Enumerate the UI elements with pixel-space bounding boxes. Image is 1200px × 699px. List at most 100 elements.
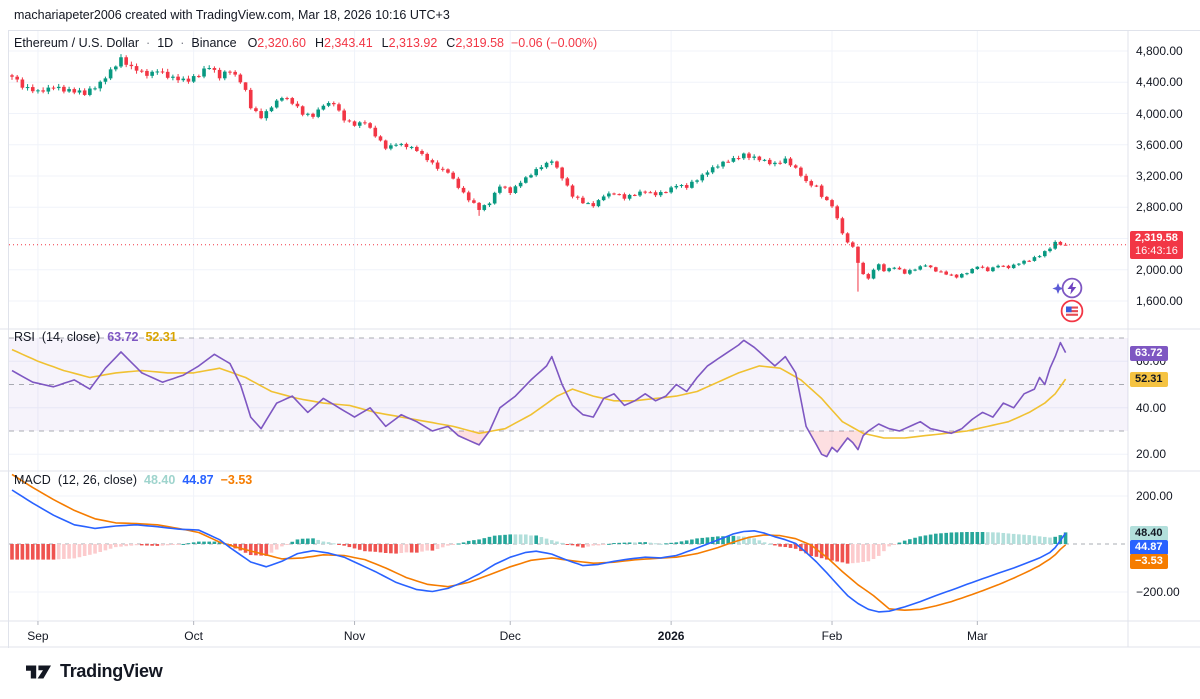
candle-body[interactable] (518, 182, 523, 187)
candle-body[interactable] (892, 267, 897, 269)
candle-body[interactable] (67, 89, 71, 92)
candle-body[interactable] (825, 196, 829, 201)
candle-body[interactable] (363, 122, 367, 124)
candle-body[interactable] (721, 161, 725, 167)
candle-body[interactable] (114, 66, 118, 70)
candle-body[interactable] (757, 156, 762, 161)
candle-body[interactable] (1058, 241, 1063, 245)
candle-body[interactable] (529, 175, 533, 178)
candle-body[interactable] (638, 191, 642, 196)
candle-body[interactable] (243, 82, 248, 90)
candle-body[interactable] (897, 267, 902, 270)
candle-body[interactable] (752, 156, 756, 158)
candle-body[interactable] (783, 158, 788, 164)
candle-body[interactable] (856, 246, 860, 263)
candle-body[interactable] (939, 271, 943, 273)
candle-body[interactable] (472, 200, 476, 203)
candle-body[interactable] (560, 167, 564, 179)
candle-body[interactable] (498, 186, 502, 193)
candle-body[interactable] (809, 181, 814, 186)
candle-body[interactable] (882, 264, 886, 272)
candle-body[interactable] (274, 100, 279, 108)
candle-body[interactable] (710, 167, 715, 173)
candle-body[interactable] (866, 274, 871, 279)
candle-body[interactable] (399, 143, 404, 145)
candle-body[interactable] (996, 265, 1000, 268)
candle-body[interactable] (119, 57, 123, 67)
candle-body[interactable] (10, 75, 14, 77)
candle-body[interactable] (20, 79, 25, 88)
candle-body[interactable] (767, 159, 772, 165)
candle-body[interactable] (534, 169, 538, 176)
candle-body[interactable] (212, 68, 217, 70)
candle-body[interactable] (404, 143, 409, 148)
candle-body[interactable] (342, 110, 346, 121)
candle-body[interactable] (36, 90, 40, 92)
candle-body[interactable] (544, 162, 549, 168)
economic-event-marker[interactable] (1050, 277, 1084, 299)
macd-title[interactable]: MACD (14, 473, 51, 487)
candle-body[interactable] (1027, 260, 1032, 262)
candle-body[interactable] (62, 86, 66, 92)
candle-body[interactable] (378, 136, 383, 141)
candle-body[interactable] (373, 127, 378, 137)
candle-body[interactable] (908, 270, 912, 274)
candle-body[interactable] (804, 175, 808, 182)
candle-body[interactable] (202, 68, 206, 77)
candle-body[interactable] (451, 172, 455, 179)
candle-body[interactable] (918, 266, 923, 270)
candle-body[interactable] (705, 172, 710, 175)
candle-body[interactable] (949, 274, 954, 276)
candle-body[interactable] (477, 202, 481, 210)
candle-body[interactable] (664, 192, 668, 194)
candle-body[interactable] (337, 104, 341, 111)
candle-body[interactable] (845, 233, 850, 243)
candle-body[interactable] (82, 90, 87, 95)
candle-body[interactable] (575, 196, 580, 198)
candle-body[interactable] (435, 162, 440, 169)
candle-body[interactable] (425, 153, 429, 161)
candle-body[interactable] (77, 90, 82, 93)
candle-body[interactable] (482, 205, 487, 210)
candle-body[interactable] (134, 66, 139, 71)
candle-body[interactable] (975, 266, 980, 269)
candle-body[interactable] (440, 168, 445, 170)
candle-body[interactable] (30, 87, 35, 92)
candle-body[interactable] (799, 167, 803, 176)
candle-body[interactable] (222, 71, 227, 79)
candle-body[interactable] (679, 185, 684, 187)
candle-body[interactable] (887, 268, 891, 272)
candle-body[interactable] (207, 68, 212, 70)
candle-body[interactable] (549, 161, 554, 163)
candle-body[interactable] (46, 87, 51, 92)
candle-body[interactable] (176, 76, 180, 81)
candle-body[interactable] (658, 192, 663, 196)
candle-body[interactable] (954, 274, 959, 278)
candle-body[interactable] (747, 153, 751, 158)
candle-body[interactable] (15, 76, 19, 80)
candle-body[interactable] (648, 192, 653, 194)
candle-body[interactable] (160, 71, 165, 73)
candle-body[interactable] (259, 111, 263, 119)
candle-body[interactable] (108, 69, 113, 79)
candle-body[interactable] (902, 269, 907, 274)
candle-body[interactable] (238, 74, 243, 83)
candle-body[interactable] (25, 87, 30, 89)
candle-body[interactable] (850, 242, 855, 247)
candle-body[interactable] (819, 185, 824, 197)
candle-body[interactable] (1043, 251, 1047, 257)
candle-body[interactable] (1006, 265, 1011, 269)
candle-body[interactable] (1053, 241, 1057, 249)
tradingview-logo[interactable]: TradingView (25, 661, 163, 682)
candle-body[interactable] (596, 200, 601, 207)
candle-body[interactable] (295, 103, 300, 107)
candle-body[interactable] (300, 106, 305, 115)
candle-body[interactable] (690, 181, 694, 188)
candle-body[interactable] (871, 269, 876, 279)
candle-body[interactable] (103, 78, 108, 82)
candle-body[interactable] (145, 70, 149, 76)
candle-body[interactable] (991, 267, 995, 272)
rsi-title[interactable]: RSI (14, 330, 35, 344)
candle-body[interactable] (88, 88, 92, 95)
candle-body[interactable] (487, 203, 492, 206)
